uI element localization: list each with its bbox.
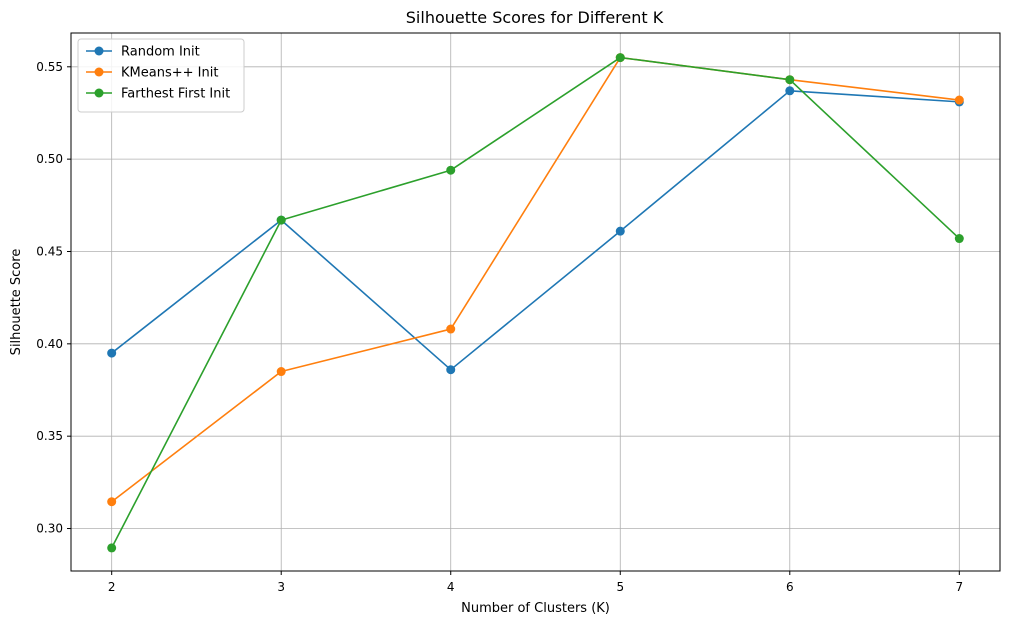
x-tick-label: 4 [447, 580, 455, 594]
series-3 [107, 53, 964, 553]
x-tick-label: 3 [277, 580, 285, 594]
x-axis-label: Number of Clusters (K) [461, 601, 610, 616]
data-point [615, 53, 625, 63]
legend-marker [94, 67, 104, 77]
data-point [107, 543, 117, 553]
legend-label: Random Init [121, 45, 200, 60]
x-tick-label: 7 [955, 580, 963, 594]
y-tick-label: 0.40 [36, 337, 63, 351]
y-axis-label: Silhouette Score [9, 249, 24, 356]
x-tick-label: 2 [108, 580, 116, 594]
series-line [111, 90, 960, 371]
legend-box [77, 38, 245, 113]
plot-frame [70, 32, 1001, 572]
legend-marker [94, 46, 104, 56]
legend-marker [94, 88, 104, 98]
data-point [785, 75, 795, 85]
legend-item: Random Init [86, 45, 200, 60]
data-point [954, 234, 964, 244]
x-axis: 2 3 4 5 6 7 [108, 571, 963, 594]
y-tick-label: 0.50 [36, 152, 63, 166]
data-point [785, 86, 795, 96]
chart-title: Silhouette Scores for Different K [406, 8, 664, 27]
y-tick-label: 0.35 [36, 429, 63, 443]
y-tick-label: 0.45 [36, 244, 63, 258]
legend-item: KMeans++ Init [86, 66, 218, 81]
legend-label: Farthest First Init [121, 87, 230, 102]
x-tick-label: 6 [786, 580, 794, 594]
y-axis: 0.30 0.35 0.40 0.45 0.50 0.55 [36, 60, 71, 536]
data-point [615, 226, 625, 236]
series-2 [107, 53, 964, 507]
series-layer [107, 53, 964, 553]
data-point [276, 367, 286, 377]
y-tick-label: 0.55 [36, 60, 63, 74]
data-point [446, 324, 456, 334]
legend-item: Farthest First Init [86, 87, 230, 102]
y-tick-label: 0.30 [36, 522, 63, 536]
legend: Random Init KMeans++ Init Farthest First I… [77, 38, 245, 113]
data-point [446, 165, 456, 175]
data-point [276, 215, 286, 225]
data-point [446, 365, 456, 375]
series-line [110, 56, 960, 549]
legend-label: KMeans++ Init [121, 66, 218, 81]
series-line [111, 56, 960, 503]
x-tick-label: 5 [616, 580, 624, 594]
data-point [107, 497, 117, 507]
data-point [954, 95, 964, 105]
series-1 [107, 86, 964, 375]
data-point [107, 348, 117, 358]
